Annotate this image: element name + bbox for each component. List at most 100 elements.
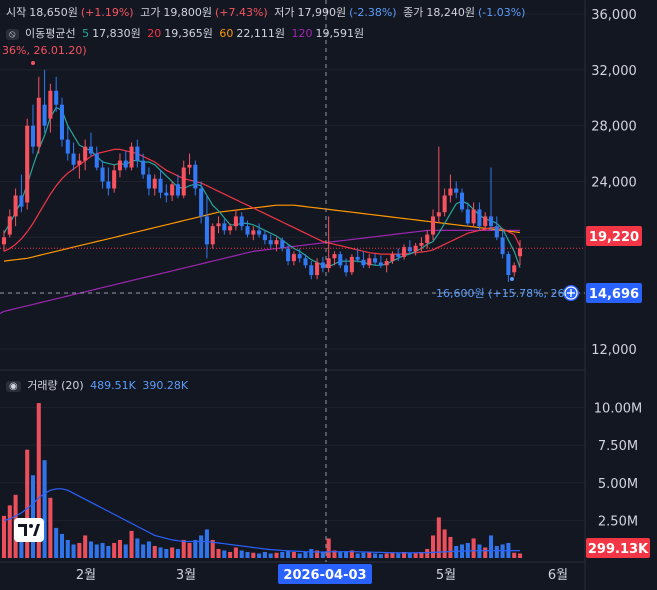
volume-bar — [181, 539, 186, 558]
volume-bar — [384, 553, 389, 558]
volume-bar — [315, 550, 320, 558]
ma-legend-title[interactable]: 이동평균선 — [25, 27, 76, 40]
volume-bar — [332, 550, 337, 558]
candle-body — [83, 146, 88, 161]
candle-body — [396, 254, 401, 257]
candle-body — [373, 258, 378, 263]
candle-body — [233, 216, 238, 227]
volume-bar — [413, 552, 418, 558]
volume-bar — [303, 551, 308, 558]
volume-bar — [152, 545, 157, 558]
volume-bar — [146, 541, 151, 558]
candle-body — [488, 216, 494, 227]
volume-label[interactable]: 거래량 (20) — [27, 379, 84, 392]
candle-body — [262, 234, 267, 241]
candle-body — [228, 226, 233, 231]
volume-bar — [442, 529, 447, 558]
volume-bar — [326, 538, 331, 558]
volume-bar — [517, 553, 523, 558]
volume-bar — [483, 547, 488, 558]
open-label: 시작 — [6, 6, 27, 19]
candle-body — [344, 265, 349, 273]
candle-body — [500, 237, 505, 255]
open-value: 18,650원 — [29, 6, 78, 19]
volume-bar — [94, 544, 99, 558]
candle-body — [65, 139, 70, 154]
volume-bar — [425, 548, 430, 558]
candle-body — [141, 160, 146, 175]
crosshair-price-tag-bg — [586, 283, 642, 303]
volume-bar — [494, 545, 499, 558]
candle-body — [71, 153, 76, 165]
close-value: 18,240원 — [426, 6, 475, 19]
ma-legend: ⦸ 이동평균선 5 17,830원 20 19,365원 60 22,111원 120… — [6, 25, 367, 41]
volume-bar — [390, 552, 395, 558]
close-label: 종가 — [403, 6, 424, 19]
candle-body — [390, 254, 395, 262]
candle-body — [413, 245, 418, 252]
volume-bar — [320, 551, 325, 558]
candle-body — [436, 212, 441, 217]
volume-legend: ◉ 거래량 (20) 489.51K 390.28K — [6, 377, 191, 393]
volume-eye-icon[interactable]: ◉ — [6, 381, 21, 392]
candle-body — [251, 230, 256, 235]
volume-bar — [71, 544, 76, 558]
candle-body — [320, 262, 325, 269]
high-marker-text: 36%, 26.01.20) — [2, 44, 87, 57]
candle-body — [448, 188, 453, 196]
volume-bar — [262, 551, 267, 558]
time-tick-label: 6월 — [548, 568, 568, 583]
crosshair-date-tag: 2026-04-03 — [283, 568, 366, 583]
volume-tick-label: 7.50M — [598, 439, 638, 454]
volume-ma-polyline — [3, 488, 520, 554]
high-marker-dot — [31, 61, 35, 65]
volume-bar — [25, 449, 30, 558]
candle-body — [7, 216, 12, 235]
candle-body — [94, 153, 99, 168]
volume-tick-label: 5.00M — [598, 477, 638, 492]
volume-bar — [175, 548, 180, 558]
candle-body — [512, 265, 517, 273]
candle-body — [164, 192, 169, 196]
candle-body — [146, 174, 151, 189]
tradingview-logo[interactable] — [14, 518, 44, 542]
candle-body — [1, 237, 7, 245]
volume-bar — [222, 550, 227, 558]
volume-bar — [193, 539, 198, 558]
hide-eye-icon[interactable]: ⦸ — [6, 29, 19, 40]
candle-body — [77, 160, 82, 165]
candles — [1, 69, 523, 283]
volume-bar — [419, 551, 424, 558]
ma120-period: 120 — [291, 27, 313, 40]
candle-body — [54, 90, 59, 105]
candle-body — [506, 254, 511, 276]
candle-body — [407, 247, 412, 252]
volume-value1: 489.51K — [90, 379, 136, 392]
candle-body — [170, 184, 175, 196]
low-marker-label: 16,600원 (+15.78%, 26. — [436, 287, 568, 300]
open-pct: (+1.19%) — [80, 6, 134, 19]
crosshair-date-tag-bg — [278, 564, 372, 584]
ma120-line-ext — [0, 310, 5, 314]
volume-bar — [1, 515, 7, 558]
volume-bar — [158, 547, 163, 558]
volume-bar — [135, 538, 140, 558]
high-value: 19,800원 — [163, 6, 212, 19]
candle-body — [210, 226, 215, 245]
candle-body — [442, 195, 447, 213]
low-label: 저가 — [274, 6, 295, 19]
volume-bar — [164, 548, 169, 558]
candle-body — [117, 160, 122, 171]
candle-body — [315, 262, 320, 276]
candle-body — [338, 254, 343, 266]
candle-body — [459, 192, 465, 210]
volume-axis: 10.00M 7.50M 5.00M 2.50M — [594, 402, 642, 530]
candle-body — [36, 97, 41, 147]
candle-body — [494, 226, 499, 238]
ma5-period: 5 — [82, 27, 90, 40]
candle-body — [517, 248, 523, 257]
volume-bar — [187, 542, 192, 558]
volume-bar — [297, 553, 302, 558]
volume-bar — [436, 517, 441, 558]
